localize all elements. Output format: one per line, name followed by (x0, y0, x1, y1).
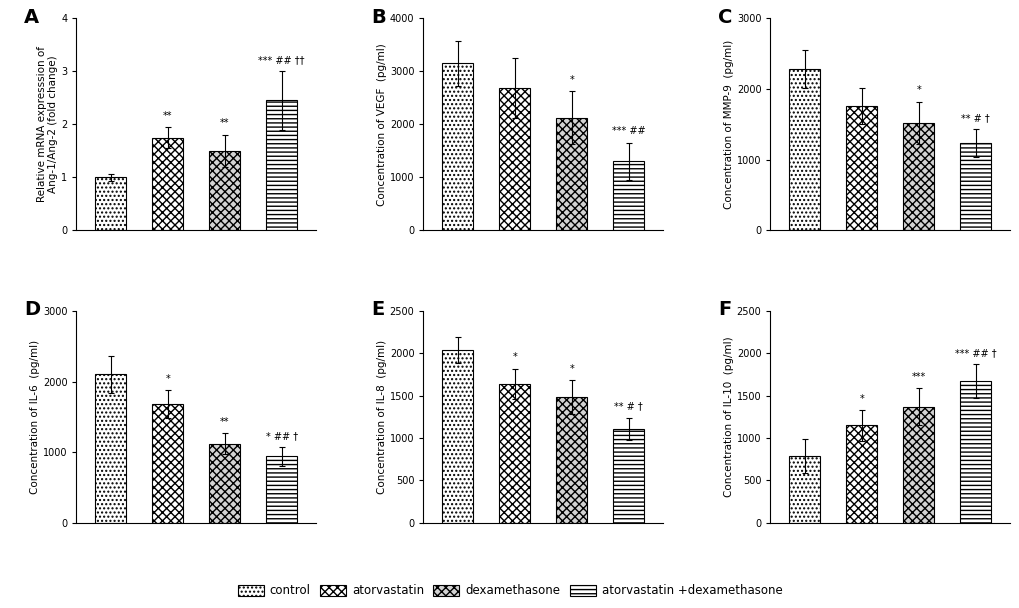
Bar (845, 426, 876, 523)
Y-axis label: Concentration of IL-8  (pg/ml): Concentration of IL-8 (pg/ml) (377, 340, 386, 494)
Text: ***: *** (911, 371, 925, 382)
Bar (498, 384, 530, 523)
Bar (555, 118, 587, 230)
Bar (152, 404, 183, 523)
Bar (959, 143, 990, 230)
Text: *: * (858, 394, 863, 404)
Text: B: B (371, 8, 385, 27)
Text: **: ** (220, 119, 229, 128)
Text: *: * (569, 364, 574, 374)
Text: *: * (915, 85, 920, 95)
Bar (95, 375, 126, 523)
Bar (266, 457, 297, 523)
Bar (152, 137, 183, 230)
Text: *** ## ††: *** ## †† (258, 55, 305, 65)
Bar (441, 350, 473, 523)
Text: D: D (23, 300, 40, 319)
Legend: control, atorvastatin, dexamethasone, atorvastatin +dexamethasone: control, atorvastatin, dexamethasone, at… (232, 579, 787, 602)
Text: **: ** (220, 416, 229, 427)
Bar (902, 407, 933, 523)
Text: *** ##: *** ## (611, 126, 645, 136)
Bar (789, 69, 819, 230)
Text: ** # †: ** # † (960, 113, 989, 123)
Text: * ## †: * ## † (265, 431, 298, 441)
Text: ** # †: ** # † (613, 401, 642, 412)
Text: E: E (371, 300, 384, 319)
Y-axis label: Concentration of VEGF  (pg/ml): Concentration of VEGF (pg/ml) (377, 43, 386, 206)
Bar (789, 456, 819, 523)
Bar (266, 100, 297, 230)
Y-axis label: Concentration of MMP-9  (pg/ml): Concentration of MMP-9 (pg/ml) (723, 40, 734, 209)
Text: *: * (569, 75, 574, 85)
Bar (902, 123, 933, 230)
Y-axis label: Concentration of IL-6  (pg/ml): Concentration of IL-6 (pg/ml) (30, 340, 40, 494)
Bar (555, 398, 587, 523)
Text: *: * (165, 374, 170, 384)
Bar (209, 444, 240, 523)
Bar (209, 151, 240, 230)
Y-axis label: Relative mRNA expresssion of
Ang-1/Ang-2 (fold change): Relative mRNA expresssion of Ang-1/Ang-2… (37, 46, 58, 202)
Bar (845, 106, 876, 230)
Bar (498, 88, 530, 230)
Text: A: A (23, 8, 39, 27)
Bar (612, 429, 644, 523)
Text: *: * (512, 352, 517, 362)
Text: **: ** (163, 111, 172, 120)
Bar (95, 178, 126, 230)
Bar (441, 63, 473, 230)
Y-axis label: Concentration of IL-10  (pg/ml): Concentration of IL-10 (pg/ml) (723, 337, 734, 497)
Text: F: F (717, 300, 731, 319)
Text: *** ## †: *** ## † (954, 348, 996, 358)
Bar (959, 381, 990, 523)
Text: C: C (717, 8, 732, 27)
Bar (612, 161, 644, 230)
